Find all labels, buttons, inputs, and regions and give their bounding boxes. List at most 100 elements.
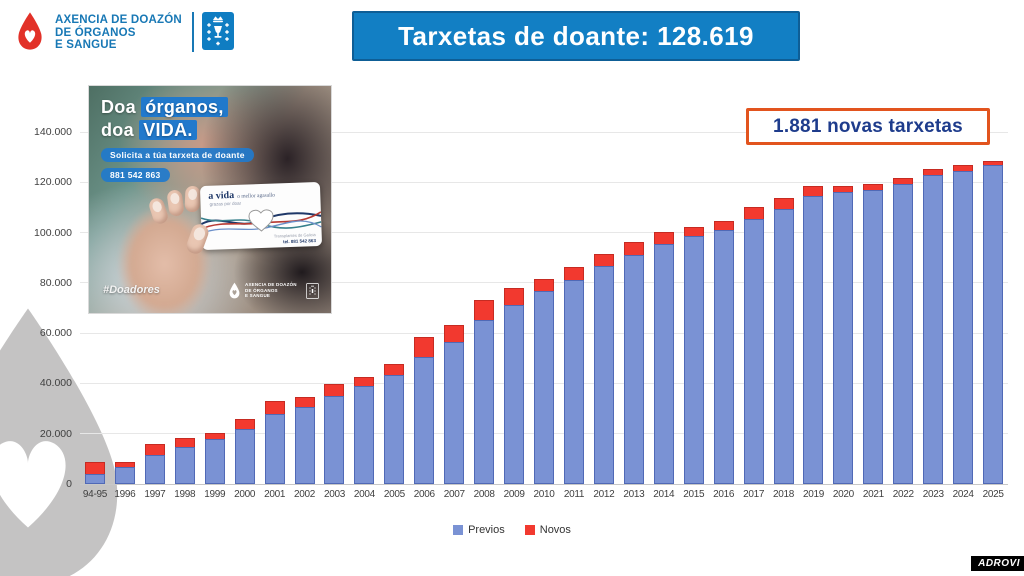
bar-1996 [110, 132, 140, 484]
bar-1999 [200, 132, 230, 484]
new-cards-callout-text: 1.881 novas tarxetas [773, 115, 963, 137]
bar-2012 [589, 132, 619, 484]
bar-94-95 [80, 132, 110, 484]
bar-2024-novos [953, 164, 974, 171]
bar-2021-novos [863, 183, 884, 190]
x-axis-tick-label: 2015 [683, 489, 705, 500]
bar-2000-novos [234, 418, 255, 429]
bar-2015 [679, 132, 709, 484]
bar-2022-previos [893, 183, 914, 484]
bar-94-95-previos [84, 473, 105, 484]
x-axis-tick-label: 2021 [862, 489, 884, 500]
bar-2006-previos [414, 356, 435, 484]
bar-2022 [888, 132, 918, 484]
bar-2008 [469, 132, 499, 484]
title-banner: Tarxetas de doante: 128.619 [352, 11, 800, 61]
bar-2013 [619, 132, 649, 484]
promo-phone-pill: 881 542 863 [101, 168, 170, 182]
bar-2025 [978, 132, 1008, 484]
agency-name: AXENCIA DE DOAZÓN DE ÓRGANOS E SANGUE [55, 14, 182, 52]
bars-area [80, 132, 1008, 484]
x-axis-tick-label: 2004 [353, 489, 375, 500]
bar-2004-novos [354, 377, 375, 387]
bar-1998-novos [174, 437, 195, 447]
bar-2008-novos [474, 300, 495, 321]
bar-94-95-novos [84, 462, 105, 474]
gridline [80, 181, 1008, 183]
bar-2000-previos [234, 428, 255, 484]
x-axis-tick-label: 2010 [533, 489, 555, 500]
bar-2023 [918, 132, 948, 484]
bar-2006-novos [414, 336, 435, 357]
bar-2003-previos [324, 396, 345, 484]
bar-2017-previos [743, 219, 764, 484]
blood-drop-icon [18, 12, 42, 50]
y-axis-tick-label: 140.000 [34, 126, 72, 138]
x-axis-tick-label: 2025 [982, 489, 1004, 500]
bar-1998-previos [174, 446, 195, 484]
bar-2011-novos [563, 267, 584, 281]
bar-2016-previos [713, 230, 734, 484]
x-axis-tick-label: 2011 [563, 489, 585, 500]
bar-2001-novos [264, 401, 285, 414]
bar-1998 [170, 132, 200, 484]
x-axis-tick-label: 2008 [473, 489, 495, 500]
x-axis-tick-label: 2016 [713, 489, 735, 500]
x-axis-tick-label: 2024 [952, 489, 974, 500]
bar-2025-novos [983, 160, 1004, 166]
bar-1996-novos [114, 461, 135, 468]
donor-card-phone: tel. 881 542 863 [283, 238, 316, 245]
x-axis-line [80, 484, 1008, 485]
bar-2014 [649, 132, 679, 484]
agency-name-line1: AXENCIA DE DOAZÓN [55, 14, 182, 26]
bar-1997 [140, 132, 170, 484]
x-axis-tick-label: 2018 [773, 489, 795, 500]
bar-2006 [409, 132, 439, 484]
credit-watermark: ADROVI [971, 556, 1024, 571]
promo-headline: Doa órganos, doa VIDA. [101, 96, 228, 142]
y-axis-tick-label: 20.000 [39, 427, 72, 440]
x-axis-tick-label: 2005 [383, 489, 405, 500]
bar-2012-novos [593, 254, 614, 266]
bar-2001-previos [264, 413, 285, 484]
x-axis-tick-label: 2019 [802, 489, 824, 500]
legend-item-previos: Previos [453, 524, 505, 536]
x-axis-tick-label: 1997 [144, 489, 166, 500]
promo-footer-brand: AXENCIA DE DOAZÓN DE ÓRGANOS E SANGUE [229, 282, 319, 299]
page-title: Tarxetas de doante: 128.619 [398, 20, 754, 51]
x-axis-labels: 94-95 1996 1997 1998 1999 2000 2001 2002 2003 200… [80, 489, 1008, 500]
bar-2009 [499, 132, 529, 484]
bar-2016-novos [713, 221, 734, 231]
agency-name-line3: E SANGUE [55, 39, 117, 51]
legend-item-novos: Novos [524, 524, 571, 536]
y-axis-tick-label: 60.000 [39, 327, 72, 340]
bar-2004 [349, 132, 379, 484]
donor-card: a vida o mellor agasallo grazas por doar … [199, 181, 323, 251]
promo-hashtag: #Doadores [103, 284, 160, 296]
new-cards-callout: 1.881 novas tarxetas [746, 108, 990, 145]
bar-2025-previos [983, 165, 1004, 484]
bar-1999-novos [204, 433, 225, 439]
bar-2020 [828, 132, 858, 484]
bar-2022-novos [893, 177, 914, 184]
y-axis-tick-label: 120.000 [34, 176, 72, 189]
y-axis-tick-label: 100.000 [34, 226, 72, 239]
legend-swatch [453, 525, 464, 535]
bar-2018-previos [773, 209, 794, 484]
bar-1999-previos [204, 438, 225, 484]
legend-label: Novos [539, 524, 571, 536]
promo-headline-highlight2: VIDA. [139, 120, 197, 140]
fingertip-shape [184, 185, 201, 213]
x-axis-tick-label: 2000 [234, 489, 256, 500]
bar-2019-previos [803, 196, 824, 484]
bar-1996-previos [114, 467, 135, 484]
bar-2020-novos [833, 185, 854, 192]
x-axis-tick-label: 1996 [114, 489, 136, 500]
legend-label: Previos [468, 524, 505, 536]
bar-2020-previos [833, 191, 854, 484]
bar-2002 [290, 132, 320, 484]
bar-2007-previos [444, 341, 465, 484]
bar-2011 [559, 132, 589, 484]
bar-1997-previos [144, 455, 165, 484]
